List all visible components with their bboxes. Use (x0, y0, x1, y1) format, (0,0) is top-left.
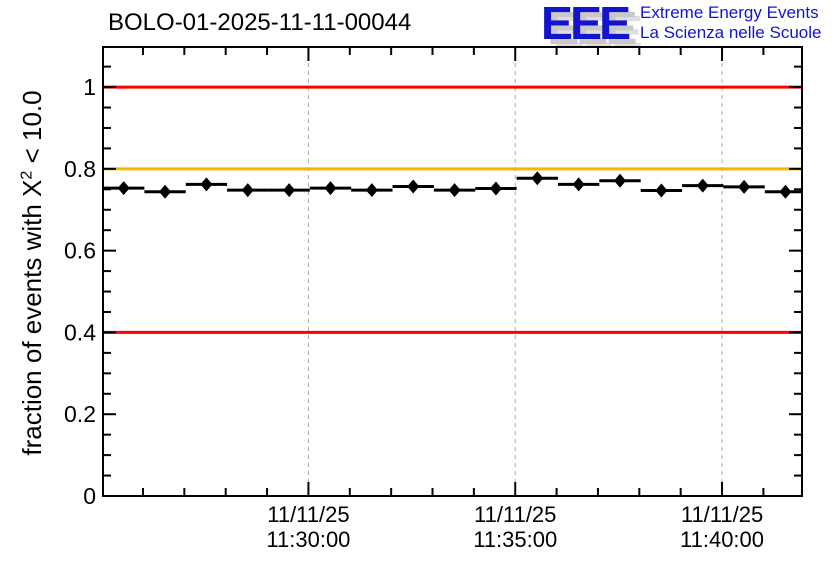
x-tick-label-date: 11/11/25 (267, 502, 349, 527)
data-point-marker (448, 183, 461, 198)
eee-tagline-2: La Scienza nelle Scuole (640, 23, 822, 42)
y-tick-label: 0 (83, 483, 96, 509)
data-point-marker (738, 179, 751, 194)
eee-logo: EEE Extreme Energy Events La Scienza nel… (540, 0, 833, 49)
eee-tagline-1: Extreme Energy Events (640, 3, 819, 22)
data-point-marker (655, 183, 668, 198)
x-tick-label-time: 11:40:00 (680, 527, 764, 552)
data-point-marker (365, 183, 378, 198)
plot-frame (102, 46, 803, 497)
data-point-marker (531, 171, 544, 186)
data-point-marker (241, 183, 254, 198)
x-tick-label-time: 11:35:00 (473, 527, 557, 552)
data-point-marker (159, 184, 172, 199)
y-tick-label: 0.6 (64, 238, 96, 264)
data-point-marker (696, 178, 709, 193)
data-point-marker (407, 179, 420, 194)
y-tick-label: 0.8 (64, 156, 96, 182)
data-point-marker (779, 184, 792, 199)
plot-title: BOLO-01-2025-11-11-00044 (108, 9, 412, 36)
eee-taglines: Extreme Energy Events La Scienza nelle S… (640, 3, 821, 43)
data-point-marker (489, 181, 502, 196)
data-point-marker (200, 177, 213, 192)
x-tick-label-date: 11/11/25 (681, 502, 763, 527)
y-tick-label: 0.4 (64, 319, 96, 345)
data-point-marker (324, 181, 337, 196)
x-tick-label-time: 11:30:00 (266, 527, 350, 552)
eee-wordmark: EEE (540, 0, 631, 49)
x-tick-label-date: 11/11/25 (474, 502, 556, 527)
y-tick-label: 0.2 (64, 401, 96, 427)
data-point-marker (572, 177, 585, 192)
data-point-marker (117, 181, 130, 196)
data-point-marker (283, 183, 296, 198)
data-point-marker (614, 173, 627, 188)
y-tick-label: 1 (83, 74, 96, 100)
